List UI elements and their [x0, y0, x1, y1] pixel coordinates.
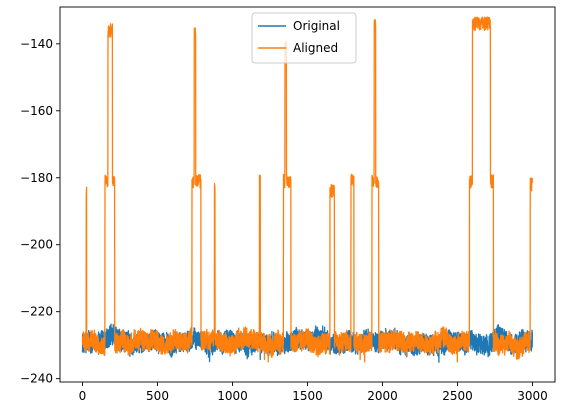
x-tick-label: 1500	[292, 389, 323, 403]
legend-label-original: Original	[293, 19, 340, 33]
legend-label-aligned: Aligned	[293, 41, 338, 55]
x-tick-label: 0	[79, 389, 87, 403]
x-tick-label: 3000	[517, 389, 548, 403]
x-tick-label: 500	[146, 389, 169, 403]
y-tick-label: −200	[20, 238, 53, 252]
y-tick-label: −240	[20, 372, 53, 386]
x-tick-label: 1000	[217, 389, 248, 403]
series-layer	[81, 16, 533, 363]
y-tick-label: −180	[20, 171, 53, 185]
y-tick-label: −140	[20, 37, 53, 51]
x-tick-label: 2500	[442, 389, 473, 403]
y-tick-label: −220	[20, 305, 53, 319]
legend: Original Aligned	[251, 12, 357, 64]
series-line-aligned	[81, 16, 533, 363]
x-tick-label: 2000	[367, 389, 398, 403]
y-tick-label: −160	[20, 104, 53, 118]
ticks-layer: 0 500 1000 1500 2000 2500 3000 −240 −220 −200 −180…	[20, 37, 548, 403]
